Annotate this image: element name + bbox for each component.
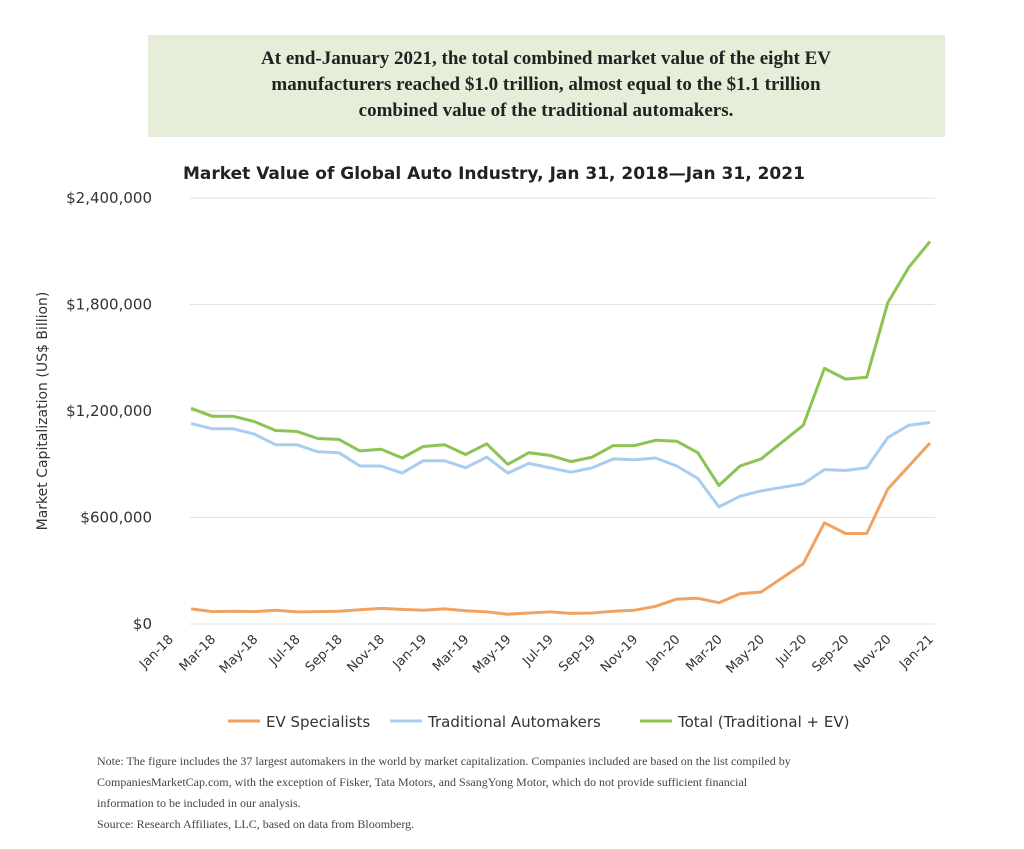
x-tick-label: Jul-18 bbox=[266, 632, 303, 669]
x-tick-label: Mar-18 bbox=[177, 632, 219, 674]
x-tick-label: May-18 bbox=[217, 632, 261, 676]
x-tick-label: Jul-20 bbox=[773, 632, 810, 669]
banner-box bbox=[148, 35, 945, 137]
x-tick-label: Nov-20 bbox=[851, 632, 894, 675]
y-axis-label: Market Capitalization (US$ Billion) bbox=[35, 292, 51, 531]
banner-line: manufacturers reached $1.0 trillion, alm… bbox=[271, 74, 821, 95]
y-tick-label: $600,000 bbox=[80, 509, 152, 527]
note-line: Note: The figure includes the 37 largest… bbox=[97, 754, 791, 768]
series-line bbox=[190, 421, 931, 509]
x-tick-label: Sep-18 bbox=[303, 632, 346, 675]
y-tick-label: $1,800,000 bbox=[66, 296, 152, 314]
x-tick-label: Nov-19 bbox=[598, 632, 641, 675]
banner-line: At end-January 2021, the total combined … bbox=[261, 48, 831, 69]
note-line: information to be included in our analys… bbox=[97, 796, 301, 810]
x-tick-label: Jan-18 bbox=[136, 632, 177, 673]
series-line bbox=[190, 441, 932, 616]
legend-label: Total (Traditional + EV) bbox=[677, 713, 849, 731]
y-tick-label: $0 bbox=[133, 615, 152, 633]
legend-label: EV Specialists bbox=[266, 713, 370, 731]
chart-title: Market Value of Global Auto Industry, Ja… bbox=[183, 164, 805, 184]
banner-line: combined value of the traditional automa… bbox=[359, 100, 734, 121]
x-tick-label: Mar-20 bbox=[683, 632, 725, 674]
x-tick-label: Sep-20 bbox=[809, 632, 852, 675]
x-tick-label: Jan-21 bbox=[896, 632, 937, 673]
note-line: CompaniesMarketCap.com, with the excepti… bbox=[97, 775, 748, 789]
x-tick-label: Jan-19 bbox=[390, 632, 431, 673]
note-line: Source: Research Affiliates, LLC, based … bbox=[97, 817, 414, 831]
y-tick-label: $2,400,000 bbox=[66, 189, 152, 207]
x-tick-label: Mar-19 bbox=[430, 632, 472, 674]
x-tick-label: May-20 bbox=[723, 632, 767, 676]
x-tick-label: Jul-19 bbox=[519, 632, 556, 669]
x-tick-label: May-19 bbox=[470, 632, 514, 676]
legend-label: Traditional Automakers bbox=[427, 713, 601, 731]
series-line bbox=[190, 240, 932, 487]
y-tick-label: $1,200,000 bbox=[66, 402, 152, 420]
x-tick-label: Nov-18 bbox=[345, 632, 388, 675]
x-tick-label: Jan-20 bbox=[643, 632, 684, 673]
x-tick-label: Sep-19 bbox=[556, 632, 599, 675]
